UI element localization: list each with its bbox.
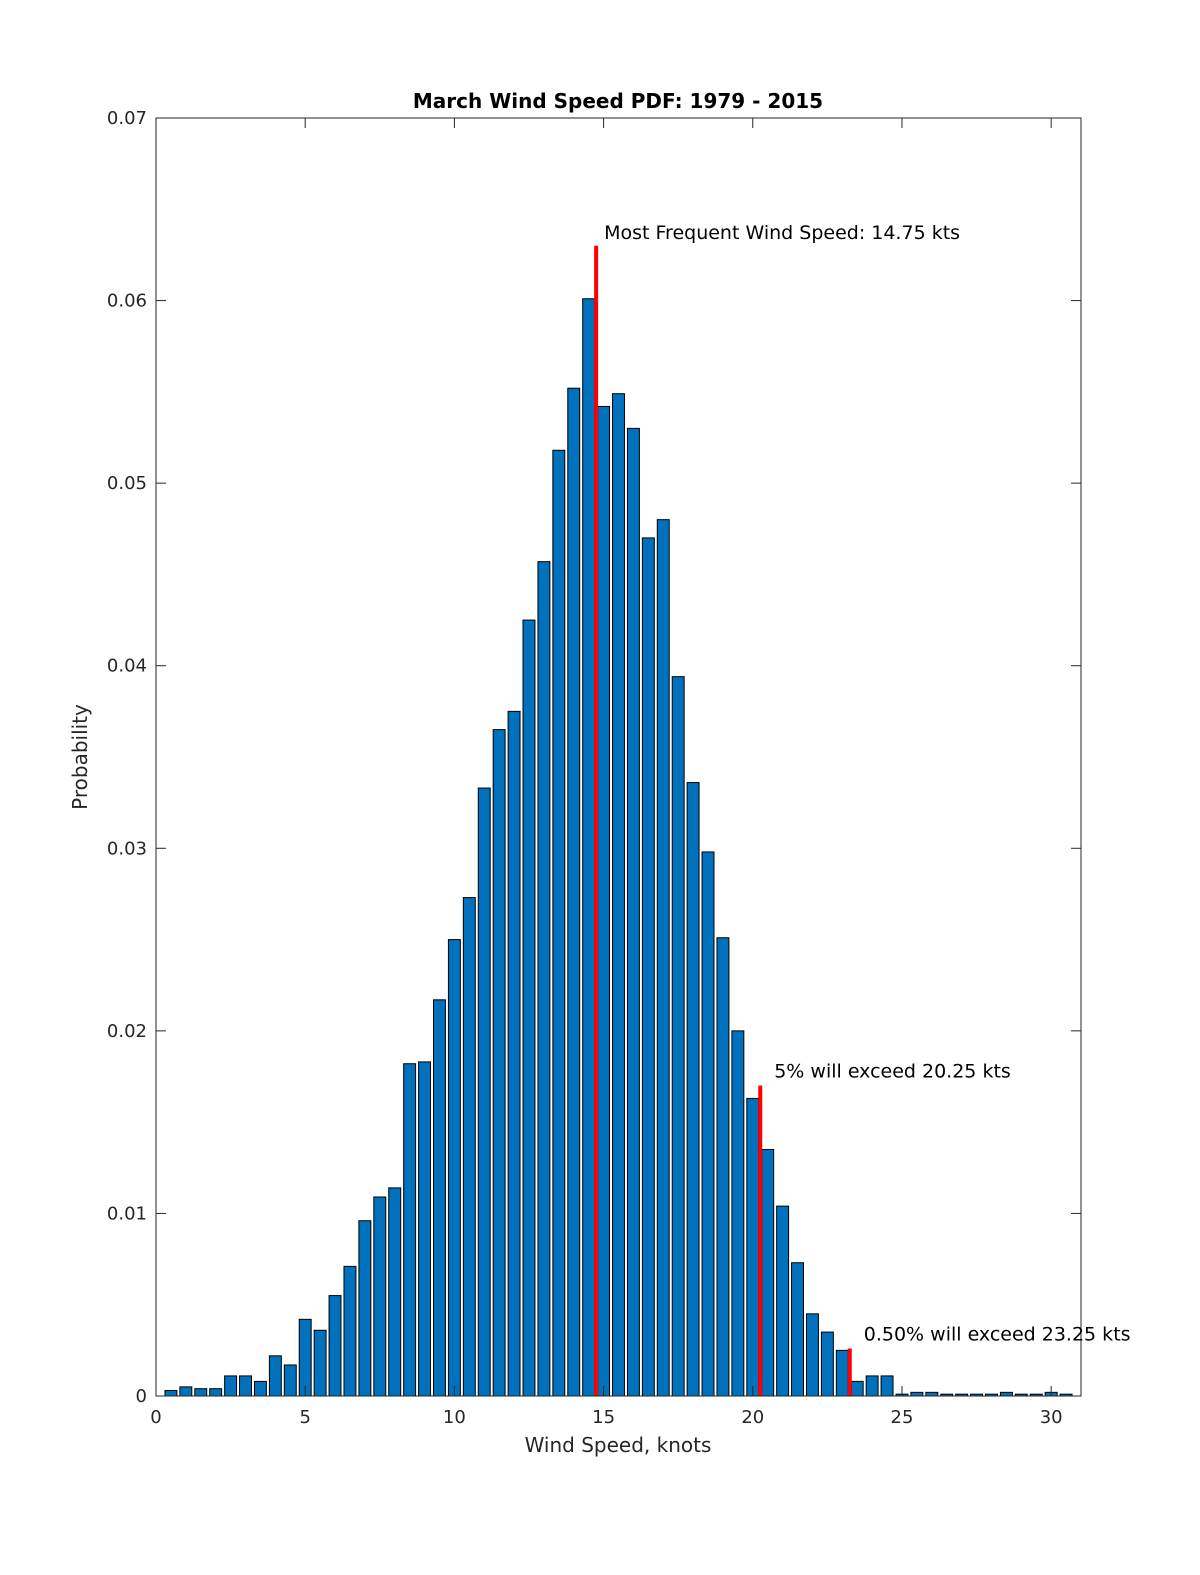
bar xyxy=(910,1391,924,1397)
bar xyxy=(597,405,611,1397)
bar xyxy=(716,937,730,1397)
chart-title: March Wind Speed PDF: 1979 - 2015 xyxy=(413,89,823,113)
bar xyxy=(224,1375,238,1397)
reference-line-label: Most Frequent Wind Speed: 14.75 kts xyxy=(604,222,960,244)
bar xyxy=(462,897,476,1397)
bar xyxy=(298,1318,312,1397)
bar xyxy=(925,1391,939,1397)
bar xyxy=(179,1386,193,1397)
bar xyxy=(746,1097,760,1397)
x-tick-label: 10 xyxy=(443,1407,466,1428)
bar xyxy=(582,298,596,1397)
plot-frame xyxy=(155,117,1082,1397)
bar xyxy=(447,939,461,1397)
bar-series xyxy=(164,298,1073,1397)
bar xyxy=(865,1375,879,1397)
x-tick-label: 20 xyxy=(741,1407,764,1428)
y-tick-label: 0.02 xyxy=(107,1021,147,1042)
bar xyxy=(791,1262,804,1397)
bar xyxy=(253,1380,267,1397)
y-tick-label: 0.05 xyxy=(107,473,147,494)
y-tick-label: 0.04 xyxy=(107,656,147,677)
bar xyxy=(268,1355,282,1397)
bar xyxy=(239,1375,252,1397)
reference-lines xyxy=(594,245,852,1396)
x-tick-label: 15 xyxy=(592,1407,615,1428)
bar xyxy=(686,782,700,1397)
bar xyxy=(641,537,655,1397)
x-tick-label: 5 xyxy=(299,1407,310,1428)
bar xyxy=(194,1388,208,1397)
bar xyxy=(328,1295,342,1397)
reference-line-label: 5% will exceed 20.25 kts xyxy=(774,1061,1011,1083)
bar xyxy=(776,1205,790,1397)
bar xyxy=(552,449,566,1397)
reference-line-label: 0.50% will exceed 23.25 kts xyxy=(864,1324,1131,1346)
bar xyxy=(671,676,685,1397)
bar xyxy=(433,999,446,1397)
bar xyxy=(388,1187,402,1397)
bar xyxy=(418,1061,432,1397)
bar xyxy=(537,561,551,1397)
bar xyxy=(626,427,640,1397)
bar xyxy=(731,1030,745,1397)
bar xyxy=(403,1063,417,1397)
y-axis-label: Probability xyxy=(68,704,92,810)
x-axis-ticks: 0 5 10 15 20 25 30 xyxy=(150,118,1063,1428)
bar xyxy=(358,1220,372,1397)
annotations: Most Frequent Wind Speed: 14.75 kts 5% wi… xyxy=(604,222,1130,1346)
x-tick-label: 30 xyxy=(1040,1407,1063,1428)
bar xyxy=(343,1265,357,1397)
bar xyxy=(164,1390,178,1397)
bar xyxy=(477,787,491,1397)
bar xyxy=(283,1364,297,1397)
bar xyxy=(373,1196,387,1397)
bar xyxy=(820,1331,834,1397)
bar xyxy=(492,729,506,1397)
y-tick-label: 0.01 xyxy=(107,1203,147,1224)
y-tick-label: 0.07 xyxy=(107,108,147,129)
x-tick-label: 0 xyxy=(150,1407,161,1428)
y-tick-label: 0.06 xyxy=(107,291,147,312)
bar xyxy=(612,393,625,1397)
y-tick-label: 0 xyxy=(136,1386,147,1407)
y-axis-ticks: 0 0.01 0.02 0.03 0.04 0.05 0.06 0.07 xyxy=(107,108,1081,1407)
bar xyxy=(656,519,670,1397)
bar xyxy=(701,851,715,1397)
x-tick-label: 25 xyxy=(891,1407,914,1428)
bar xyxy=(567,387,581,1397)
x-axis-label: Wind Speed, knots xyxy=(525,1433,712,1457)
y-tick-label: 0.03 xyxy=(107,838,147,859)
bar xyxy=(313,1329,327,1397)
bar xyxy=(522,619,536,1397)
bar xyxy=(999,1391,1013,1397)
bar xyxy=(209,1388,223,1397)
bar xyxy=(880,1375,894,1397)
bar xyxy=(850,1380,864,1397)
bar xyxy=(761,1149,775,1397)
bar xyxy=(805,1313,819,1397)
bar xyxy=(835,1349,849,1397)
bar xyxy=(507,710,521,1397)
